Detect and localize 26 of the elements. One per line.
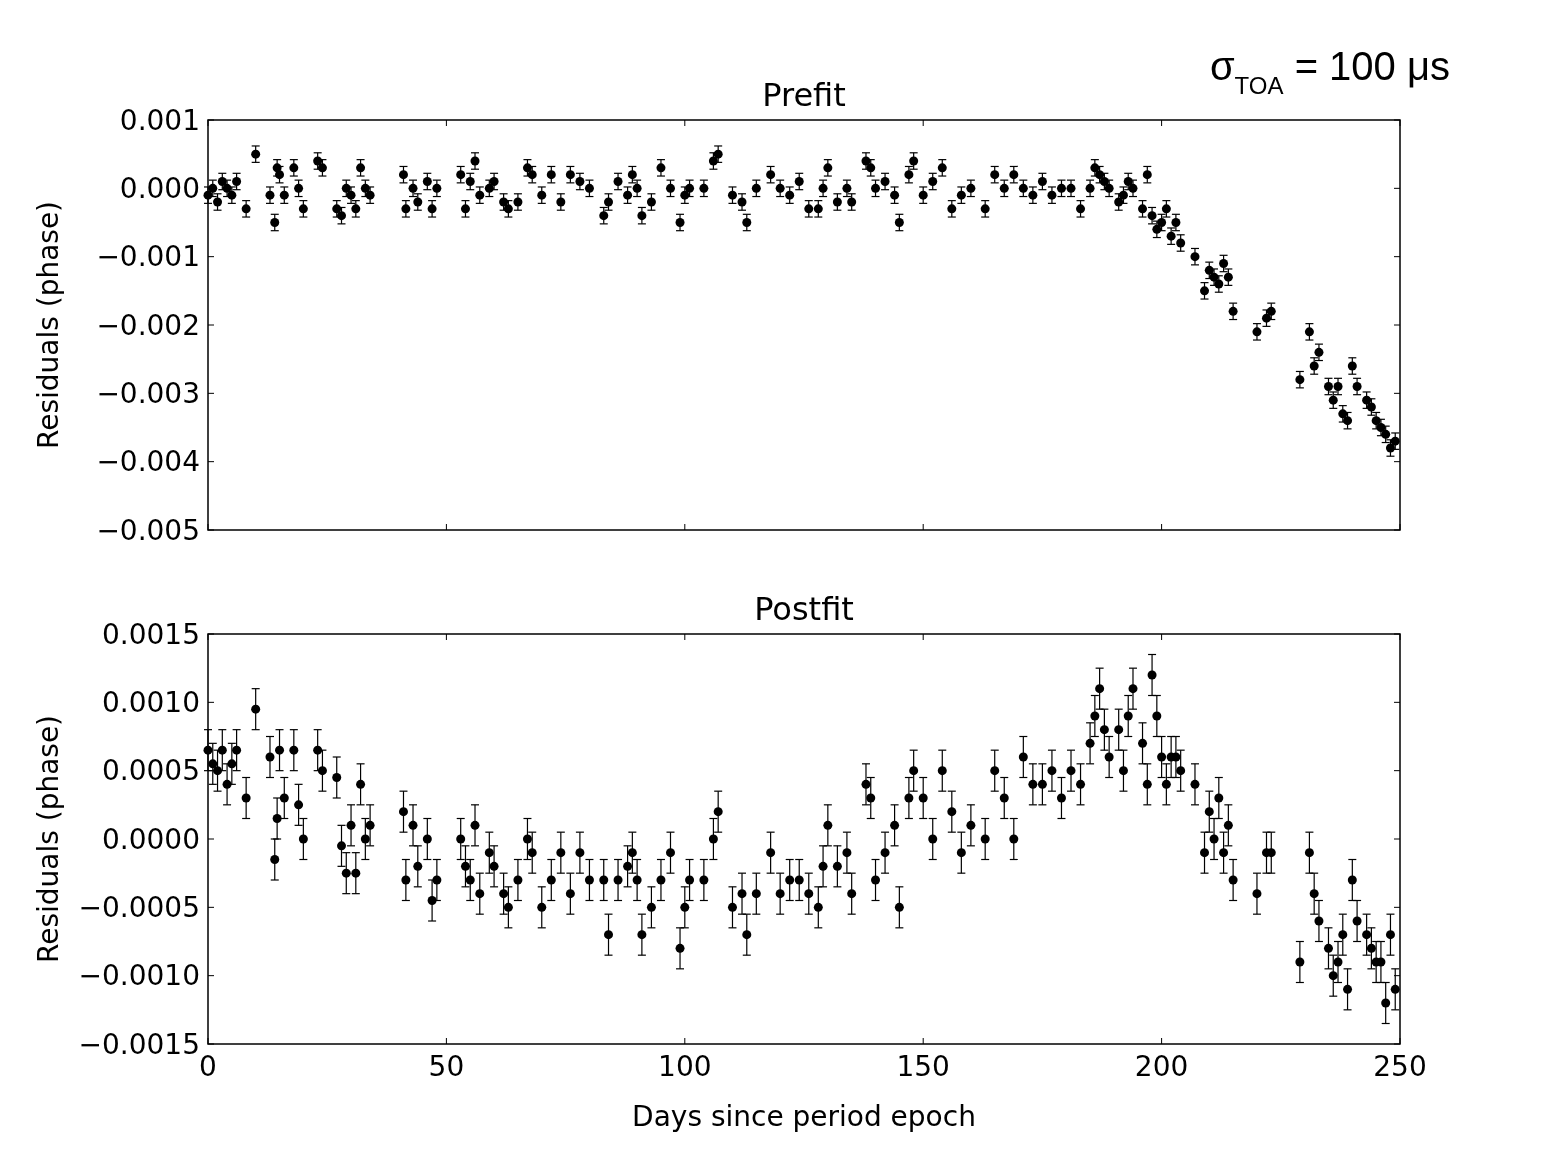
y-tick-label: −0.002 xyxy=(96,308,200,342)
y-tick-label: 0.0000 xyxy=(102,822,200,856)
y-tick-label: −0.001 xyxy=(96,240,200,274)
chart-title: Postfit xyxy=(754,590,854,628)
x-tick-label: 150 xyxy=(896,1050,950,1083)
x-tick-label: 200 xyxy=(1134,1050,1189,1083)
y-axis-title: Residuals (phase) xyxy=(32,714,65,964)
x-axis-title: Days since period epoch xyxy=(632,1100,976,1133)
chart-title: Prefit xyxy=(762,76,846,114)
y-tick-label: 0.0015 xyxy=(102,617,200,651)
y-tick-label: −0.004 xyxy=(96,445,200,479)
y-tick-label: 0.0005 xyxy=(102,754,200,788)
x-tick-label: 100 xyxy=(658,1050,712,1083)
y-tick-label: −0.0010 xyxy=(78,959,200,993)
x-tick-label: 50 xyxy=(428,1050,465,1083)
x-tick-label: 0 xyxy=(199,1050,217,1083)
y-tick-label: 0.0010 xyxy=(102,686,200,720)
y-tick-label: −0.003 xyxy=(96,377,200,411)
y-tick-label: 0.000 xyxy=(119,172,200,206)
y-axis-title: Residuals (phase) xyxy=(32,200,65,450)
y-tick-label: −0.0015 xyxy=(78,1027,200,1061)
y-tick-label: 0.001 xyxy=(119,103,200,137)
text: σ$_{TOA}$ = 100 μs xyxy=(1209,44,1450,99)
y-tick-label: −0.005 xyxy=(96,513,200,547)
x-tick-label: 250 xyxy=(1373,1050,1427,1083)
y-tick-label: −0.0005 xyxy=(78,891,200,925)
